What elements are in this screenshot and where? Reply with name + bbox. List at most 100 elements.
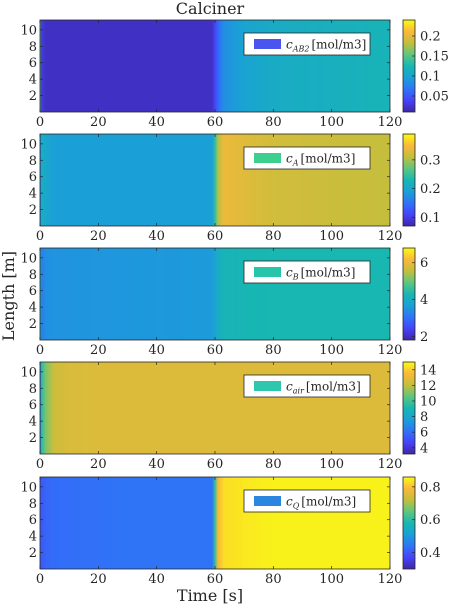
x-axis-label: Time [s] <box>177 586 243 605</box>
y-tick-label: 8 <box>29 40 37 55</box>
x-tick-label: 100 <box>319 343 344 358</box>
x-tick-label: 60 <box>207 572 224 587</box>
colorbar-tick-label: 0.1 <box>420 70 441 85</box>
x-tick-label: 40 <box>148 572 165 587</box>
x-tick-label: 20 <box>90 115 107 130</box>
y-tick-label: 2 <box>29 546 37 561</box>
x-tick-label: 20 <box>90 457 107 472</box>
x-tick-label: 60 <box>207 343 224 358</box>
legend-swatch <box>254 496 281 506</box>
x-tick-label: 120 <box>378 229 403 244</box>
legend: cair [mol/m3] <box>243 374 371 398</box>
colorbar-tick-label: 0.6 <box>420 513 441 528</box>
colorbar-tick-label: 14 <box>420 363 437 378</box>
y-tick-label: 8 <box>29 497 37 512</box>
legend-box <box>243 374 371 398</box>
x-tick-label: 0 <box>36 229 44 244</box>
panel-1: 0 20 40 60 80 100 120 24 68 10 cAB2 [mol/m3] 0.05 0.1… <box>20 19 449 130</box>
x-tick-label: 80 <box>265 343 282 358</box>
legend-label: cA [mol/m3] <box>286 152 355 168</box>
colorbar: 0.4 0.6 0.8 <box>402 476 441 570</box>
x-tick-label: 100 <box>319 457 344 472</box>
legend-swatch <box>254 267 281 277</box>
colorbar-tick-label: 4 <box>420 293 428 308</box>
x-tick-label: 60 <box>207 457 224 472</box>
y-tick-label: 6 <box>29 284 37 299</box>
colorbar-tick-label: 12 <box>420 379 437 394</box>
x-tick-label: 40 <box>148 457 165 472</box>
legend-label: cQ [mol/m3] <box>286 495 356 511</box>
y-tick-label: 4 <box>29 301 37 316</box>
x-tick-label: 80 <box>265 457 282 472</box>
colorbar-frame <box>402 133 416 227</box>
x-tick-label: 0 <box>36 115 44 130</box>
colorbar-tick-label: 0.2 <box>420 30 441 45</box>
colorbar-gradient <box>403 20 415 112</box>
colorbar: 0.05 0.1 0.15 0.2 <box>402 19 449 113</box>
colorbar-frame <box>402 19 416 113</box>
legend-swatch <box>254 39 281 49</box>
y-tick-label: 8 <box>29 268 37 283</box>
y-tick-label: 4 <box>29 530 37 545</box>
x-tick-label: 80 <box>265 572 282 587</box>
y-tick-label: 10 <box>20 137 37 152</box>
colorbar-tick-label: 0.4 <box>420 546 441 561</box>
legend-label: cB [mol/m3] <box>286 266 356 282</box>
chart-title: Calciner <box>176 0 245 18</box>
panel-2: 0 20 40 60 80 100 120 24 68 10 cA [mol/m3] 0.1 0.2 0.3 <box>20 133 441 244</box>
colorbar-gradient <box>403 248 415 340</box>
legend: cA [mol/m3] <box>243 146 371 170</box>
colorbar-tick-label: 10 <box>420 394 437 409</box>
x-tick-label: 120 <box>378 572 403 587</box>
x-tick-label: 40 <box>148 343 165 358</box>
y-tick-label: 8 <box>29 382 37 397</box>
x-tick-label: 60 <box>207 229 224 244</box>
x-tick-label: 120 <box>378 457 403 472</box>
colorbar-tick-label: 0.05 <box>420 90 449 105</box>
legend-label: cair [mol/m3] <box>286 380 361 396</box>
x-tick-label: 100 <box>319 229 344 244</box>
y-tick-label: 6 <box>29 398 37 413</box>
x-tick-label: 20 <box>90 343 107 358</box>
colorbar-tick-label: 8 <box>420 410 428 425</box>
colorbar: 0.1 0.2 0.3 <box>402 133 441 227</box>
colorbar-tick-label: 6 <box>420 256 428 271</box>
colorbar-tick-label: 6 <box>420 426 428 441</box>
y-tick-label: 4 <box>29 73 37 88</box>
y-tick-label: 6 <box>29 56 37 71</box>
y-tick-label: 8 <box>29 154 37 169</box>
x-tick-label: 100 <box>319 115 344 130</box>
colorbar-tick-label: 0.8 <box>420 480 441 495</box>
legend-swatch <box>254 381 281 391</box>
colorbar-tick-label: 0.1 <box>420 211 441 226</box>
x-tick-label: 80 <box>265 229 282 244</box>
x-tick-label: 120 <box>378 115 403 130</box>
x-tick-label: 80 <box>265 115 282 130</box>
legend-box <box>243 489 371 513</box>
colorbar: 2 4 6 <box>402 247 428 345</box>
x-tick-label: 40 <box>148 229 165 244</box>
y-tick-label: 2 <box>29 203 37 218</box>
colorbar-tick-label: 4 <box>420 441 428 456</box>
x-tick-label: 20 <box>90 229 107 244</box>
y-tick-label: 10 <box>20 365 37 380</box>
colorbar-frame <box>402 361 416 455</box>
legend-box <box>243 260 371 284</box>
y-tick-label: 2 <box>29 431 37 446</box>
x-tick-label: 0 <box>36 572 44 587</box>
legend: cB [mol/m3] <box>243 260 371 284</box>
legend-box <box>243 146 371 170</box>
colorbar-tick-label: 0.3 <box>420 153 441 168</box>
colorbar-tick-label: 0.2 <box>420 182 441 197</box>
y-tick-label: 6 <box>29 513 37 528</box>
y-tick-label: 10 <box>20 251 37 266</box>
colorbar-tick-label: 0.15 <box>420 50 449 65</box>
colorbar-gradient <box>403 477 415 569</box>
y-tick-label: 6 <box>29 170 37 185</box>
legend: cAB2 [mol/m3] <box>243 32 371 56</box>
x-tick-label: 20 <box>90 572 107 587</box>
